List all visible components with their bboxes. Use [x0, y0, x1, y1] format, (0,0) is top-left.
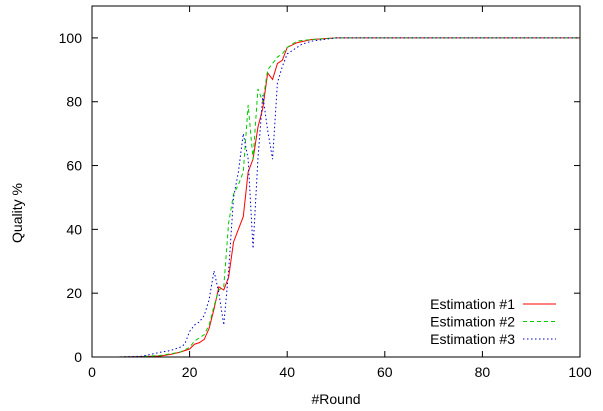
plot-frame — [91, 5, 581, 358]
y-tick-label: 20 — [66, 285, 82, 301]
y-axis-title: Quality % — [9, 183, 25, 243]
x-axis-title: #Round — [311, 391, 360, 407]
x-tick-label: 80 — [475, 364, 491, 380]
y-tick-label: 80 — [66, 94, 82, 110]
x-tick-label: 0 — [88, 364, 96, 380]
legend-label-2: Estimation #2 — [430, 314, 515, 330]
x-tick-label: 20 — [182, 364, 198, 380]
series-line-2 — [116, 37, 580, 358]
legend-label-3: Estimation #3 — [430, 331, 515, 347]
y-tick-label: 60 — [66, 158, 82, 174]
y-tick-label: 100 — [59, 30, 83, 46]
x-tick-label: 100 — [568, 364, 592, 380]
series-line-3 — [116, 37, 580, 358]
x-tick-label: 40 — [279, 364, 295, 380]
y-tick-label: 40 — [66, 221, 82, 237]
legend-label-1: Estimation #1 — [430, 296, 515, 312]
x-tick-label: 60 — [377, 364, 393, 380]
y-tick-label: 0 — [74, 349, 82, 365]
